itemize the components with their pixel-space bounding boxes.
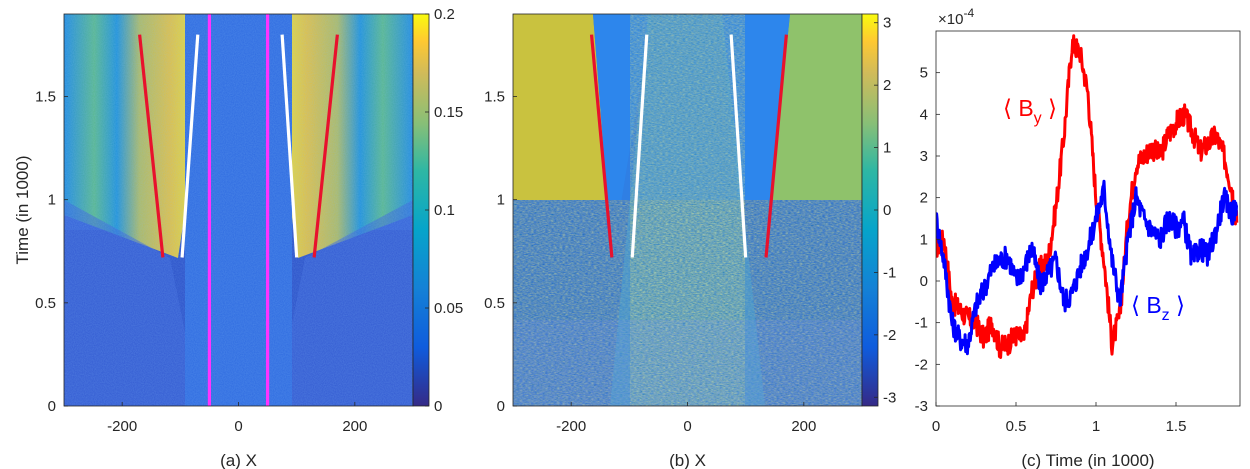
colorbar-tick-label: 0.2 [434, 6, 455, 23]
colorbar-tick-label: -3 [883, 389, 896, 406]
y-tick-label: 0 [48, 398, 56, 415]
colorbar-tick-label: 0 [434, 398, 442, 415]
y-tick-label: 4 [920, 106, 928, 123]
overlay-line-4 [312, 34, 339, 258]
colorbar [862, 14, 878, 406]
y-tick-label: -1 [915, 315, 928, 332]
colorbar-tick-label: 1 [883, 140, 891, 157]
x-tick-label: 0 [683, 418, 691, 435]
x-tick-label: 0 [234, 418, 242, 435]
panel-b-overlay-lines [589, 34, 788, 258]
panel-b [513, 14, 862, 406]
y-tick-label: 1 [920, 231, 928, 248]
overlay-line-3 [280, 34, 299, 258]
x-axis-label: (b) X [669, 451, 706, 469]
x-axis-label: (a) X [220, 451, 257, 469]
overlay-line-1 [138, 34, 165, 258]
series-line-by [936, 34, 1239, 359]
overlay-line-4 [764, 34, 788, 258]
panel-a [64, 14, 413, 406]
y-tick-label: 0.5 [35, 295, 56, 312]
colorbar-tick-label: 3 [883, 15, 891, 32]
overlay-line-2 [180, 34, 200, 258]
y-tick-label: 1.5 [484, 89, 505, 106]
y-exponent-label: ×10-4 [938, 6, 974, 28]
y-tick-label: 1 [48, 192, 56, 209]
overlay-line-2 [630, 34, 649, 258]
y-tick-label: 5 [920, 65, 928, 82]
x-tick-label: 200 [342, 418, 367, 435]
colorbar-tick-label: 2 [883, 77, 891, 94]
axes-frame [935, 30, 1241, 407]
y-tick-label: -2 [915, 356, 928, 373]
panel-b-heatmap [513, 14, 862, 406]
x-tick-label: -200 [107, 418, 137, 435]
colorbar-tick-label: 0.05 [434, 300, 463, 317]
y-tick-label: 0.5 [484, 295, 505, 312]
y-tick-label: 0 [920, 273, 928, 290]
y-tick-label: 0 [497, 398, 505, 415]
x-tick-label: 200 [791, 418, 816, 435]
overlay-line-3 [729, 34, 748, 258]
x-tick-label: 1.5 [1166, 418, 1187, 435]
y-tick-label: 1.5 [35, 89, 56, 106]
y-tick-label: -3 [915, 398, 928, 415]
y-tick-label: 3 [920, 148, 928, 165]
x-tick-label: -200 [556, 418, 586, 435]
y-tick-label: 1 [497, 192, 505, 209]
panel-a-overlay-lines [138, 14, 339, 406]
colorbar-tick-label: -2 [883, 327, 896, 344]
colorbar-tick-label: 0.15 [434, 104, 463, 121]
x-tick-label: 0 [932, 418, 940, 435]
y-tick-label: 2 [920, 190, 928, 207]
panel-a-heatmap [64, 14, 413, 406]
colorbar-tick-label: -1 [883, 264, 896, 281]
series-line-bz [936, 179, 1238, 356]
x-axis-label: (c) Time (in 1000) [1021, 451, 1154, 469]
colorbar-tick-label: 0 [883, 202, 891, 219]
x-tick-label: 1 [1092, 418, 1100, 435]
series-lines [936, 34, 1239, 359]
y-axis-label: Time (in 1000) [13, 156, 32, 265]
overlay-line-1 [589, 34, 614, 258]
colorbar-tick-label: 0.1 [434, 202, 455, 219]
x-tick-label: 0.5 [1006, 418, 1027, 435]
